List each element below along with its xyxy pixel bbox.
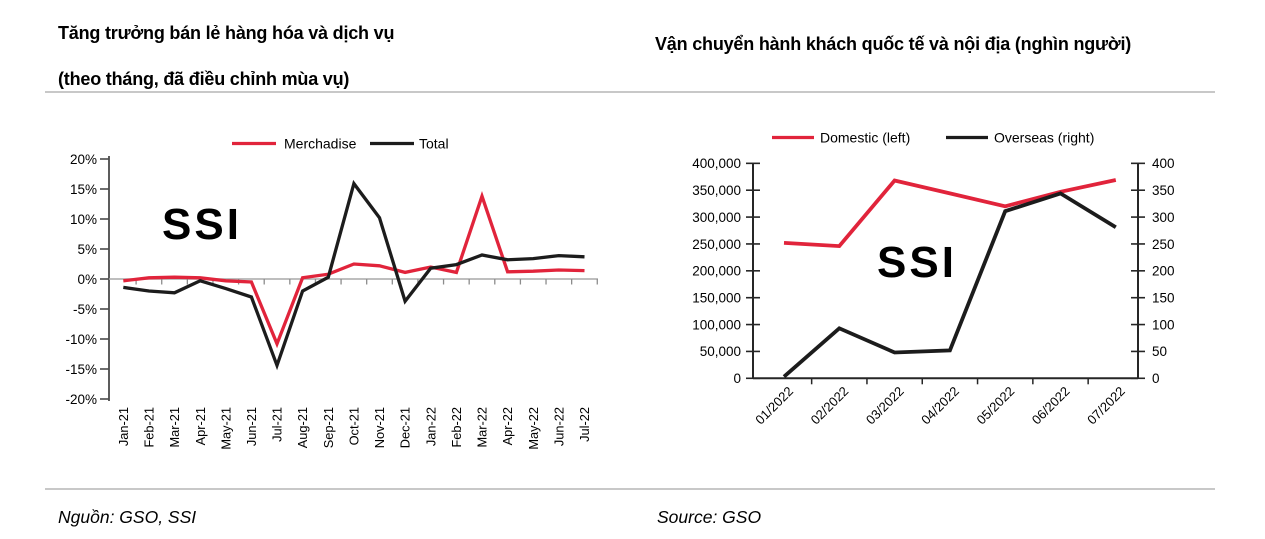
legend-label-overseas-right-: Overseas (right) — [994, 130, 1094, 146]
y-tick-label: -5% — [73, 302, 97, 317]
right-axis-label: 0 — [1152, 371, 1160, 386]
x-tick-label: Feb-21 — [142, 407, 157, 448]
x-tick-label: Mar-22 — [475, 407, 490, 448]
y-tick-label: 15% — [70, 182, 97, 197]
ssi-watermark: SSI — [162, 200, 242, 249]
x-tick-label: Apr-22 — [500, 407, 515, 445]
left-axis-label: 0 — [733, 371, 741, 386]
right-chart-title: Vận chuyển hành khách quốc tế và nội địa… — [655, 34, 1132, 54]
right-axis-label: 350 — [1152, 183, 1175, 198]
x-tick-label: Aug-21 — [295, 407, 310, 448]
left-axis-label: 150,000 — [692, 290, 741, 305]
y-tick-label: -20% — [65, 392, 97, 407]
x-tick-label: Jan-22 — [423, 407, 438, 446]
retail-growth-chart: SSI 20% 15% 10% 5% 0% -5% -10% -15% -20% Jan-21 Feb… — [65, 136, 598, 450]
left-axis-label: 250,000 — [692, 237, 741, 252]
x-tick-label: 02/2022 — [808, 384, 852, 428]
x-tick-label: Jun-21 — [244, 407, 259, 446]
x-tick-label: Dec-21 — [398, 407, 413, 448]
x-tick-label: Apr-21 — [193, 407, 208, 445]
y-tick-label: 0% — [77, 272, 97, 287]
header-divider — [45, 91, 1215, 93]
x-tick-label: 03/2022 — [863, 384, 907, 428]
passenger-transport-chart: SSI 0 50,000 100,000 150,000 200,000 250,000 30… — [692, 130, 1174, 428]
x-tick-label: Feb-22 — [449, 407, 464, 448]
y-tick-label: 10% — [70, 212, 97, 227]
series-line-domestic-left- — [783, 178, 1117, 249]
legend-label-merchadise: Merchadise — [284, 136, 357, 152]
left-chart-title: Tăng trưởng bán lẻ hàng hóa và dịch vụ (… — [58, 10, 394, 102]
y-tick-label: -15% — [65, 362, 97, 377]
left-axis-label: 350,000 — [692, 183, 741, 198]
legend-label-total: Total — [419, 136, 449, 152]
left-chart-title-line1: Tăng trưởng bán lẻ hàng hóa và dịch vụ — [58, 23, 395, 43]
x-tick-label: Nov-21 — [372, 407, 387, 448]
footer-divider — [45, 488, 1215, 490]
left-axis-label: 400,000 — [692, 156, 741, 171]
x-tick-label: May-21 — [218, 407, 233, 450]
y-tick-label: 5% — [77, 242, 97, 257]
x-tick-label: Jul-22 — [577, 407, 592, 442]
x-tick-label: 04/2022 — [918, 384, 962, 428]
y-tick-label: -10% — [65, 332, 97, 347]
series-line-total — [123, 179, 585, 371]
right-axis-label: 250 — [1152, 237, 1175, 252]
x-tick-label: 07/2022 — [1084, 384, 1128, 428]
right-axis-label: 100 — [1152, 317, 1175, 332]
x-tick-label: Jun-22 — [551, 407, 566, 446]
left-chart-title-line2: (theo tháng, đã điều chỉnh mùa vụ) — [58, 69, 350, 89]
x-tick-label: Jul-21 — [270, 407, 285, 442]
x-tick-label: May-22 — [526, 407, 541, 450]
right-axis-label: 50 — [1152, 344, 1167, 359]
x-tick-label: 05/2022 — [973, 384, 1017, 428]
right-source-note: Source: GSO — [657, 507, 762, 527]
right-axis-label: 200 — [1152, 264, 1175, 279]
left-axis-label: 100,000 — [692, 317, 741, 332]
right-axis-label: 150 — [1152, 290, 1175, 305]
legend-label-domestic-left-: Domestic (left) — [820, 130, 910, 146]
x-tick-label: Sep-21 — [321, 407, 336, 448]
left-source-note: Nguồn: GSO, SSI — [58, 507, 197, 527]
ssi-watermark: SSI — [877, 238, 957, 287]
left-axis-label: 300,000 — [692, 210, 741, 225]
x-tick-label: Oct-21 — [346, 407, 361, 445]
x-tick-label: Jan-21 — [116, 407, 131, 446]
right-axis-label: 300 — [1152, 210, 1175, 225]
series-line-merchadise — [123, 191, 585, 349]
series-line-overseas-right- — [782, 191, 1117, 379]
x-tick-label: 06/2022 — [1029, 384, 1073, 428]
x-tick-label: 01/2022 — [752, 384, 796, 428]
right-axis-label: 400 — [1152, 156, 1175, 171]
left-axis-label: 200,000 — [692, 264, 741, 279]
x-tick-label: Mar-21 — [167, 407, 182, 448]
y-tick-label: 20% — [70, 152, 97, 167]
left-axis-label: 50,000 — [700, 344, 741, 359]
